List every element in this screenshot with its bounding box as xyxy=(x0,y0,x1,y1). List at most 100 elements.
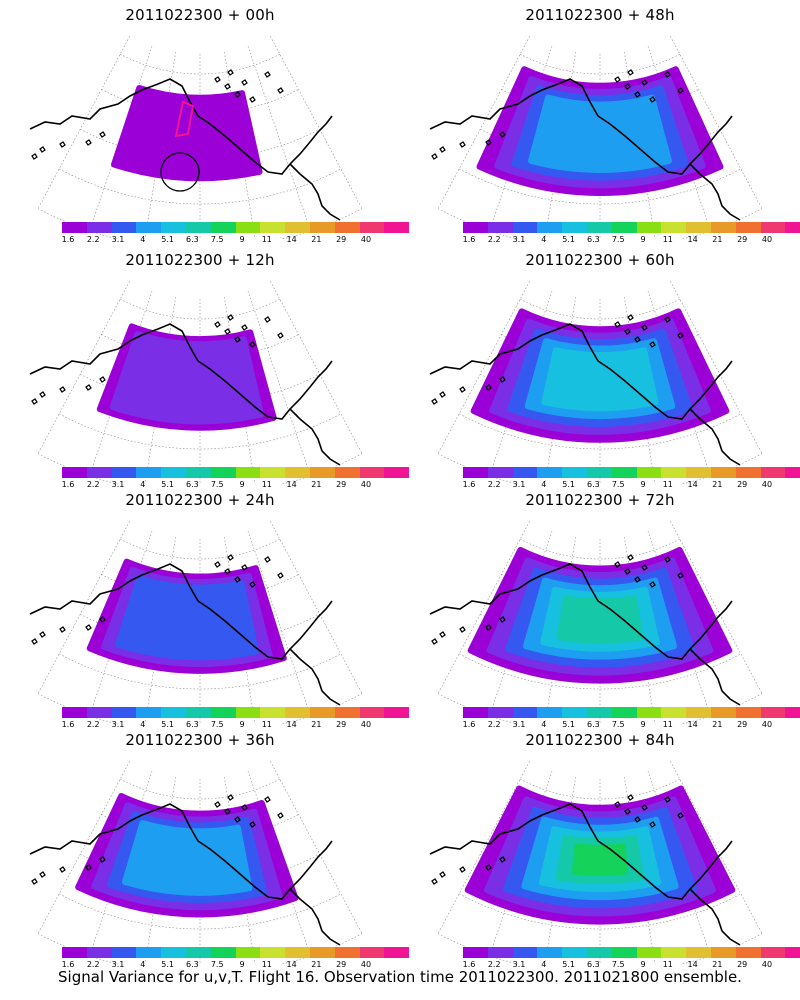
colorbar-swatch xyxy=(512,467,538,478)
colorbar-swatch xyxy=(735,467,761,478)
colorbar-tick-label: 11 xyxy=(261,960,272,969)
colorbar-tick-label: 21 xyxy=(712,480,723,489)
colorbar-tick-label: 2.2 xyxy=(487,720,501,729)
colorbar-tick-label: 40 xyxy=(761,720,773,729)
panel-title: 2011022300 + 72h xyxy=(525,491,675,509)
colorbar-swatch xyxy=(487,947,513,958)
colorbar-swatch xyxy=(562,467,587,478)
island-outline xyxy=(39,391,46,398)
colorbar-swatch xyxy=(334,467,360,478)
island-outline xyxy=(664,796,671,803)
colorbar-swatch xyxy=(611,707,637,718)
colorbar-tick-label: 21 xyxy=(712,235,723,244)
colorbar-tick-label: 29 xyxy=(737,960,748,969)
colorbar-tick-label: 2.2 xyxy=(86,480,100,489)
island-outline xyxy=(39,146,46,153)
graticule-meridian xyxy=(144,536,176,724)
island-outline xyxy=(99,616,106,623)
colorbar-tick-label: 9 xyxy=(640,960,646,969)
island-outline xyxy=(649,341,656,348)
island-outline xyxy=(431,878,438,885)
colorbar-tick-label: 5.1 xyxy=(161,720,174,729)
colorbar-tick-label: 3.1 xyxy=(111,720,125,729)
variance-contour xyxy=(541,347,659,412)
panel-title: 2011022300 + 84h xyxy=(525,731,675,749)
colorbar-swatch xyxy=(185,707,211,718)
colorbar-swatch xyxy=(537,947,563,958)
colorbar-tick-label: 4 xyxy=(140,720,146,729)
colorbar-tick-label: 7.5 xyxy=(210,235,224,244)
colorbar-tick-label: 4 xyxy=(541,720,547,729)
island-outline xyxy=(664,71,671,78)
colorbar-tick-label: 21 xyxy=(712,720,723,729)
island-outline xyxy=(277,572,284,579)
colorbar-tick-label: 5.1 xyxy=(161,480,174,489)
variance-contour xyxy=(528,94,672,173)
colorbar-swatch xyxy=(136,467,162,478)
island-outline xyxy=(664,556,671,563)
panel-title: 2011022300 + 60h xyxy=(525,251,675,269)
colorbar-tick-label: 29 xyxy=(336,235,347,244)
island-outline xyxy=(649,581,656,588)
colorbar-tick-label: 11 xyxy=(662,720,673,729)
colorbar-swatch xyxy=(785,222,800,233)
island-outline xyxy=(264,796,271,803)
observation-circle xyxy=(160,152,200,192)
colorbar-swatch xyxy=(636,947,662,958)
colorbar-tick-label: 6.3 xyxy=(587,235,600,244)
colorbar-tick-label: 4 xyxy=(541,235,547,244)
colorbar-tick-label: 4 xyxy=(140,235,146,244)
island-outline xyxy=(264,556,271,563)
colorbar-swatch xyxy=(760,467,786,478)
graticule-parallel xyxy=(59,168,341,205)
island-outline xyxy=(99,856,106,863)
colorbar xyxy=(62,707,410,718)
forecast-panel: 2011022300 + 36h 1.6 2.2 3.1 4 5.1 6.3 7.5 9 11 14… xyxy=(0,725,410,971)
island-outline xyxy=(431,398,438,405)
island-outline xyxy=(649,96,656,103)
island-outline xyxy=(614,801,621,808)
forecast-panel: 2011022300 + 24h 1.6 2.2 3.1 4 5.1 6.3 7.5 9 11 14… xyxy=(0,485,410,731)
colorbar-swatch xyxy=(86,947,112,958)
colorbar-tick-label: 11 xyxy=(662,235,673,244)
colorbar-tick-label: 4 xyxy=(140,480,146,489)
colorbar-swatch xyxy=(661,707,687,718)
island-outline xyxy=(459,866,466,873)
colorbar-swatch xyxy=(111,707,137,718)
graticule-parallel xyxy=(59,893,341,930)
colorbar-swatch xyxy=(760,947,786,958)
colorbar-tick-label: 29 xyxy=(737,235,748,244)
colorbar-swatch xyxy=(62,222,87,233)
colorbar-tick-label: 7.5 xyxy=(210,960,224,969)
panel-title: 2011022300 + 36h xyxy=(125,731,275,749)
panel-title: 2011022300 + 24h xyxy=(125,491,275,509)
variance-map xyxy=(429,281,763,484)
colorbar-swatch xyxy=(384,947,410,958)
colorbar-swatch xyxy=(710,467,736,478)
colorbar-swatch xyxy=(512,222,538,233)
island-outline xyxy=(459,141,466,148)
colorbar-tick-label: 1.6 xyxy=(462,960,476,969)
island-outline xyxy=(614,321,621,328)
colorbar-swatch xyxy=(235,467,261,478)
island-outline xyxy=(641,564,648,571)
colorbar-swatch xyxy=(586,707,612,718)
colorbar-tick-label: 7.5 xyxy=(611,720,625,729)
island-outline xyxy=(641,324,648,331)
graticule-parallel xyxy=(520,53,680,75)
island-outline xyxy=(439,871,446,878)
colorbar-tick-label: 11 xyxy=(662,480,673,489)
colorbar-tick-label: 1.6 xyxy=(462,720,476,729)
colorbar-swatch xyxy=(463,707,488,718)
colorbar-swatch xyxy=(512,947,538,958)
graticule-parallel xyxy=(459,893,741,930)
island-outline xyxy=(224,808,231,815)
colorbar-tick-label: 40 xyxy=(761,480,773,489)
colorbar-tick-label: 6.3 xyxy=(186,235,199,244)
colorbar-tick-label: 14 xyxy=(687,235,698,244)
graticule-meridian xyxy=(37,36,130,209)
forecast-panel: 2011022300 + 84h 1.6 2.2 3.1 4 5.1 6.3 7.5 9 11 14… xyxy=(400,725,800,971)
island-outline xyxy=(224,568,231,575)
variance-contour xyxy=(556,595,644,644)
colorbar-swatch xyxy=(537,467,563,478)
